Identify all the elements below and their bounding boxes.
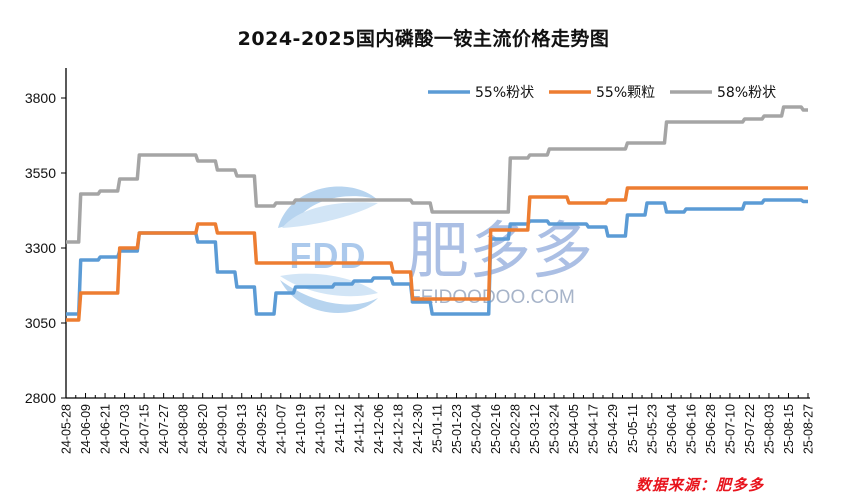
watermark-logo: FDD [290,235,367,276]
y-tick-label: 3800 [25,90,56,106]
x-tick-label: 24-05-28 [60,404,74,454]
x-tick-label: 25-06-28 [704,404,718,454]
x-tick-label: 24-07-27 [157,404,171,454]
chart-title: 2024-2025国内磷酸一铵主流价格走势图 [237,28,610,50]
x-tick-label: 25-04-17 [587,404,601,454]
x-tick-label: 25-08-03 [762,404,776,454]
x-tick-label: 25-08-27 [802,404,816,454]
x-tick-label: 25-02-28 [509,404,523,454]
series-line-3 [66,105,808,244]
x-tick-label: 25-02-16 [489,404,503,454]
y-tick-label: 2800 [25,390,56,406]
x-tick-label: 24-11-12 [333,404,347,453]
x-tick-label: 25-08-15 [782,404,796,454]
watermark-brand: 肥多多 [407,214,593,287]
logo-leaf-bottom-icon [280,280,378,313]
x-tick-label: 25-01-23 [450,404,464,454]
x-tick-label: 25-02-04 [470,404,484,454]
data-source: 数据来源：肥多多 [636,476,765,494]
series-line-2 [66,186,808,322]
x-tick-label: 25-01-11 [431,404,445,453]
watermark: FDD 肥多多 FEIDOODOO.COM [278,186,593,313]
x-tick-label: 24-07-03 [118,404,132,454]
x-tick-label: 25-04-29 [606,404,620,454]
legend-label-1: 55%粉状 [475,85,534,101]
x-tick-label: 25-04-05 [567,404,581,454]
legend-label-3: 58%粉状 [717,85,776,101]
x-tick-label: 24-10-31 [313,404,327,454]
x-tick-label: 24-12-06 [372,404,386,454]
y-tick-label: 3550 [25,165,56,181]
x-tick-label: 24-07-15 [138,404,152,454]
logo-leaf-top-icon [282,202,378,228]
watermark-url: FEIDOODOO.COM [409,287,575,308]
x-tick-label: 25-03-24 [548,404,562,454]
legend: 55%粉状 55%颗粒 58%粉状 [428,85,776,101]
x-tick-label: 24-06-09 [79,404,93,454]
logo-leaf-top-icon [278,186,378,228]
x-tick-label: 24-12-18 [391,404,405,454]
x-tick-label: 25-06-04 [665,404,679,454]
x-tick-label: 24-12-30 [411,404,425,454]
x-tick-label: 25-07-10 [723,404,737,454]
legend-label-2: 55%颗粒 [596,85,655,101]
x-tick-label: 24-11-24 [352,404,366,453]
x-tick-label: 25-05-23 [645,404,659,454]
series-lines [66,105,808,322]
x-tick-label: 25-06-16 [684,404,698,454]
x-tick-label: 24-08-20 [196,404,210,454]
x-tick-label: 24-06-21 [99,404,113,454]
x-tick-label: 24-09-01 [216,404,230,454]
x-tick-label: 24-09-13 [235,404,249,454]
x-tick-label: 24-09-25 [255,404,269,454]
x-tick-label: 25-05-11 [626,404,640,453]
y-tick-label: 3050 [25,315,56,331]
x-tick-label: 25-03-12 [528,404,542,454]
x-tick-label: 24-10-19 [294,404,308,454]
x-tick-label: 24-08-08 [177,404,191,454]
logo-leaf-bottom-icon [280,273,378,297]
x-tick-label: 25-07-22 [743,404,757,454]
axes: 2800 3050 3300 3550 3800 24-05-28 24-06-09 24-0… [25,68,816,454]
x-tick-label: 24-10-07 [274,404,288,454]
y-tick-label: 3300 [25,240,56,256]
